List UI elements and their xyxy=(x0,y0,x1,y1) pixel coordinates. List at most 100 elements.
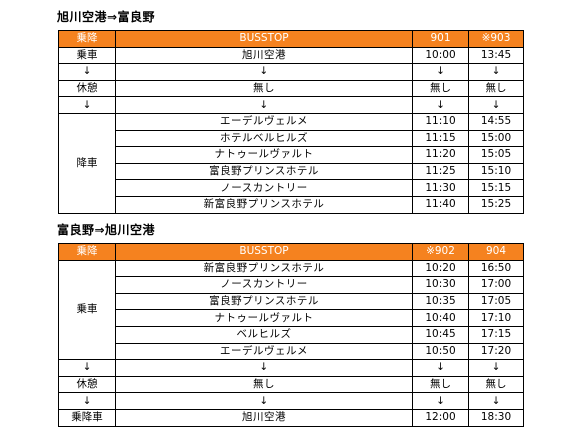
table-row: 乗車 旭川空港 10:00 13:45 xyxy=(58,46,524,65)
header-boarding: 乗降 xyxy=(58,243,116,261)
row-label: 休憩 xyxy=(58,79,116,98)
bus-stop-name: 無し xyxy=(115,79,413,98)
row-label: ↓ xyxy=(58,392,116,410)
row-label: ↓ xyxy=(58,63,116,81)
time-cell: 11:25 xyxy=(412,162,469,181)
section-title-furano-to-airport: 富良野⇒旭川空港 xyxy=(57,223,156,237)
time-cell: ↓ xyxy=(468,359,524,377)
time-cell: 12:00 xyxy=(412,408,469,427)
row-label: 乗車 xyxy=(58,46,116,65)
bus-stop-name: ↓ xyxy=(115,63,413,81)
time-cell: 17:05 xyxy=(468,292,524,311)
header-busstop: BUSSTOP xyxy=(115,243,413,261)
header-boarding: 乗降 xyxy=(58,30,116,48)
table-row: 休憩 無し 無し 無し xyxy=(58,375,524,394)
bus-stop-name: エーデルヴェルメ xyxy=(115,342,413,361)
time-cell: ↓ xyxy=(468,63,524,81)
bus-stop-name: エーデルヴェルメ xyxy=(115,112,413,131)
table-row: ↓ ↓ ↓ ↓ xyxy=(58,359,524,377)
time-cell: 18:30 xyxy=(468,408,524,427)
table-row: 富良野プリンスホテル 10:35 17:05 xyxy=(59,292,524,311)
time-cell: 無し xyxy=(412,79,469,98)
table-row: 富良野プリンスホテル 11:25 15:10 xyxy=(59,162,524,181)
table-row: ナトゥールヴァルト 10:40 17:10 xyxy=(59,309,524,327)
row-label: ↓ xyxy=(58,359,116,377)
time-cell: 10:20 xyxy=(412,259,469,278)
bus-stop-name: ↓ xyxy=(115,359,413,377)
bus-stop-name: 富良野プリンスホテル xyxy=(115,292,413,311)
time-cell: 10:50 xyxy=(412,342,469,361)
time-cell: 14:55 xyxy=(468,112,524,131)
table-row: 乗降車 旭川空港 12:00 18:30 xyxy=(58,408,524,427)
header-bus-901: 901 xyxy=(412,30,469,48)
time-cell: 15:10 xyxy=(468,162,524,181)
bus-stop-name: ホテルベルヒルズ xyxy=(115,129,413,148)
bus-stop-name: 富良野プリンスホテル xyxy=(115,162,413,181)
table-row: 新富良野プリンスホテル 11:40 15:25 xyxy=(59,195,524,214)
time-cell: 17:00 xyxy=(468,276,524,294)
table-row: 休憩 無し 無し 無し xyxy=(58,79,524,98)
time-cell: 16:50 xyxy=(468,259,524,278)
bus-stop-name: 無し xyxy=(115,375,413,394)
bus-stop-name: ノースカントリー xyxy=(115,276,413,294)
time-cell: ↓ xyxy=(412,359,469,377)
table-row: ノースカントリー 10:30 17:00 xyxy=(59,276,524,294)
time-cell: 11:20 xyxy=(412,146,469,164)
time-cell: 11:10 xyxy=(412,112,469,131)
time-cell: 17:10 xyxy=(468,309,524,327)
time-cell: 11:30 xyxy=(412,179,469,197)
time-cell: 15:25 xyxy=(468,195,524,214)
bus-stop-name: ベルヒルズ xyxy=(115,325,413,344)
time-cell: ↓ xyxy=(412,392,469,410)
bus-stop-name: 旭川空港 xyxy=(115,46,413,65)
table-row: ↓ ↓ ↓ ↓ xyxy=(58,392,524,410)
table-row: エーデルヴェルメ 10:50 17:20 xyxy=(59,342,524,361)
time-cell: ↓ xyxy=(412,96,469,114)
row-label: 乗降車 xyxy=(58,408,116,427)
timetable-furano-to-airport: 乗降 BUSSTOP ※902 904 乗車 新富良野プリンスホテル 10:20… xyxy=(58,243,524,427)
time-cell: 13:45 xyxy=(468,46,524,65)
table-header-row: 乗降 BUSSTOP ※902 904 xyxy=(58,243,524,261)
row-label: ↓ xyxy=(58,96,116,114)
time-cell: 11:40 xyxy=(412,195,469,214)
table-row: 降車 エーデルヴェルメ 11:10 14:55 xyxy=(58,112,524,214)
time-cell: 10:30 xyxy=(412,276,469,294)
table-row: ノースカントリー 11:30 15:15 xyxy=(59,179,524,197)
header-busstop: BUSSTOP xyxy=(115,30,413,48)
bus-stop-name: 旭川空港 xyxy=(115,408,413,427)
time-cell: 10:45 xyxy=(412,325,469,344)
bus-stop-name: ↓ xyxy=(115,96,413,114)
table-row: ベルヒルズ 10:45 17:15 xyxy=(59,325,524,344)
time-cell: ↓ xyxy=(468,96,524,114)
table-header-row: 乗降 BUSSTOP 901 ※903 xyxy=(58,30,524,48)
bus-stop-name: 新富良野プリンスホテル xyxy=(115,195,413,214)
time-cell: 無し xyxy=(468,79,524,98)
row-label-boarding: 乗車 xyxy=(58,259,116,361)
time-cell: 10:00 xyxy=(412,46,469,65)
row-label-alighting: 降車 xyxy=(58,112,116,214)
time-cell: 17:20 xyxy=(468,342,524,361)
time-cell: 無し xyxy=(412,375,469,394)
time-cell: 10:35 xyxy=(412,292,469,311)
table-row: ナトゥールヴァルト 11:20 15:05 xyxy=(59,146,524,164)
time-cell: ↓ xyxy=(468,392,524,410)
time-cell: ↓ xyxy=(412,63,469,81)
table-row: ホテルベルヒルズ 11:15 15:00 xyxy=(59,129,524,148)
time-cell: 17:15 xyxy=(468,325,524,344)
table-row: ↓ ↓ ↓ ↓ xyxy=(58,63,524,81)
bus-stop-name: ノースカントリー xyxy=(115,179,413,197)
time-cell: 11:15 xyxy=(412,129,469,148)
bus-stop-name: ナトゥールヴァルト xyxy=(115,309,413,327)
table-row: ↓ ↓ ↓ ↓ xyxy=(58,96,524,114)
time-cell: 15:15 xyxy=(468,179,524,197)
header-bus-904: 904 xyxy=(468,243,524,261)
time-cell: 15:05 xyxy=(468,146,524,164)
time-cell: 15:00 xyxy=(468,129,524,148)
time-cell: 10:40 xyxy=(412,309,469,327)
time-cell: 無し xyxy=(468,375,524,394)
bus-stop-name: ↓ xyxy=(115,392,413,410)
bus-stop-name: 新富良野プリンスホテル xyxy=(115,259,413,278)
row-label: 休憩 xyxy=(58,375,116,394)
bus-stop-name: ナトゥールヴァルト xyxy=(115,146,413,164)
header-bus-903: ※903 xyxy=(468,30,524,48)
